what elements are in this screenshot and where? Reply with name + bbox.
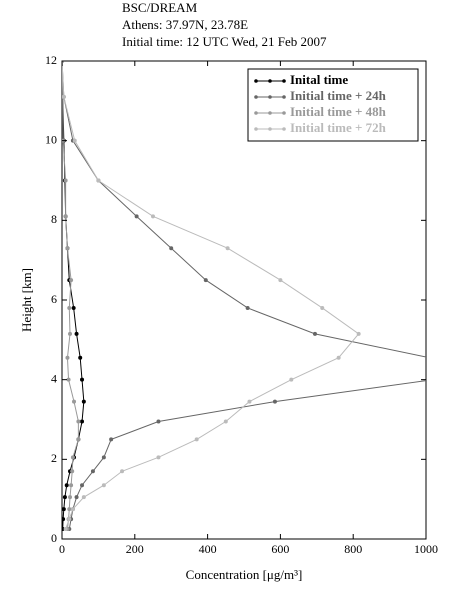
data-point	[80, 419, 85, 424]
series-line	[62, 61, 426, 530]
y-tick-label: 0	[51, 531, 57, 545]
data-point	[96, 178, 101, 183]
data-point	[156, 419, 161, 424]
data-point	[245, 305, 250, 310]
legend-dot	[282, 111, 286, 115]
legend-dot	[254, 111, 258, 115]
data-point	[320, 305, 325, 310]
data-point	[69, 278, 74, 283]
data-point	[67, 305, 72, 310]
legend-dot	[282, 79, 286, 83]
data-point	[76, 419, 81, 424]
data-point	[70, 507, 75, 512]
y-tick-label: 10	[45, 132, 57, 146]
data-point	[101, 483, 106, 488]
data-point	[109, 437, 114, 442]
data-point	[68, 495, 73, 500]
data-point	[247, 399, 252, 404]
data-point	[62, 507, 66, 512]
data-point	[71, 305, 76, 310]
y-tick-label: 4	[51, 371, 57, 385]
y-tick-label: 12	[45, 53, 57, 67]
data-point	[169, 246, 174, 251]
data-point	[66, 377, 71, 382]
data-point	[134, 214, 139, 219]
data-point	[70, 455, 75, 460]
data-point	[278, 278, 283, 283]
data-point	[203, 278, 208, 283]
x-tick-label: 800	[344, 542, 362, 556]
legend-dot	[268, 111, 272, 115]
y-tick-label: 8	[51, 212, 57, 226]
legend-dot	[268, 79, 272, 83]
data-point	[67, 507, 72, 512]
y-tick-label: 6	[51, 292, 57, 306]
data-point	[101, 455, 106, 460]
data-point	[272, 399, 277, 404]
data-point	[69, 483, 74, 488]
data-point	[81, 399, 86, 404]
x-tick-label: 400	[199, 542, 217, 556]
data-point	[70, 469, 75, 474]
x-axis-label: Concentration [μg/m³]	[186, 567, 303, 582]
data-point	[65, 355, 70, 360]
x-tick-label: 0	[59, 542, 65, 556]
data-point	[63, 178, 68, 183]
data-point	[76, 437, 81, 442]
legend-dot	[268, 95, 272, 99]
legend-label: Inital time	[290, 72, 348, 87]
data-point	[431, 378, 435, 382]
data-point	[72, 399, 77, 404]
y-axis-label: Height [km]	[19, 268, 34, 332]
data-point	[81, 495, 86, 500]
legend-dot	[282, 127, 286, 131]
data-point	[68, 331, 73, 336]
legend-label: Initial time + 48h	[290, 104, 387, 119]
data-point	[336, 355, 341, 360]
data-point	[78, 355, 83, 360]
data-point	[80, 483, 85, 488]
data-point	[289, 377, 294, 382]
x-tick-label: 600	[271, 542, 289, 556]
legend-dot	[282, 95, 286, 99]
data-point	[194, 437, 199, 442]
data-point	[428, 356, 432, 360]
data-point	[151, 214, 155, 219]
x-tick-label: 1000	[414, 542, 438, 556]
data-point	[63, 527, 68, 532]
data-point	[67, 517, 72, 522]
legend-label: Initial time + 72h	[290, 120, 387, 135]
data-point	[74, 495, 79, 500]
data-point	[225, 246, 230, 251]
data-point	[90, 469, 95, 474]
data-point	[62, 94, 66, 99]
data-point	[65, 246, 70, 251]
chart-title: Athens: 37.97N, 23.78E	[122, 17, 248, 32]
data-point	[120, 469, 125, 474]
data-point	[63, 214, 68, 219]
data-point	[156, 455, 161, 460]
data-point	[356, 331, 361, 336]
data-point	[223, 419, 228, 424]
data-point	[62, 495, 67, 500]
chart-title: BSC/DREAM	[122, 0, 198, 15]
legend-label: Initial time + 24h	[290, 88, 387, 103]
data-point	[74, 331, 79, 336]
chart-title: Initial time: 12 UTC Wed, 21 Feb 2007	[122, 34, 327, 49]
legend-dot	[254, 95, 258, 99]
y-tick-label: 2	[51, 451, 57, 465]
legend-dot	[268, 127, 272, 131]
data-point	[72, 138, 77, 143]
x-tick-label: 200	[126, 542, 144, 556]
legend-dot	[254, 127, 258, 131]
data-point	[62, 517, 66, 522]
data-point	[312, 331, 317, 336]
legend-dot	[254, 79, 258, 83]
data-point	[80, 377, 85, 382]
data-point	[64, 483, 69, 488]
